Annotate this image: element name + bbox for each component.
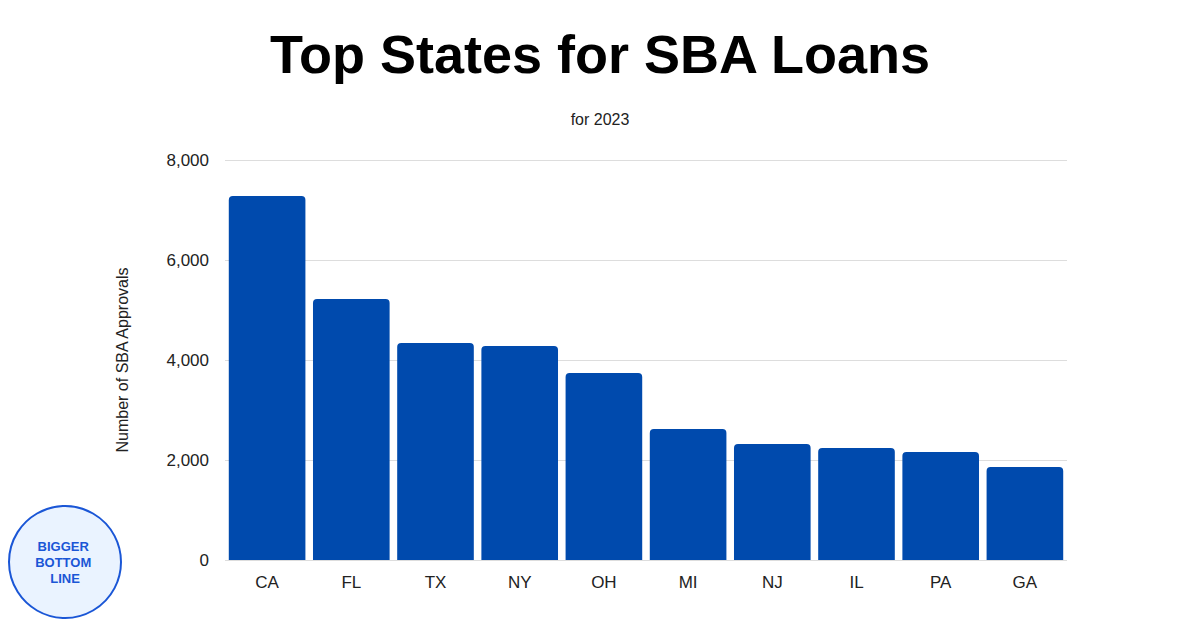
svg-text:IL: IL [849, 573, 863, 592]
svg-text:PA: PA [930, 573, 952, 592]
svg-text:OH: OH [591, 573, 617, 592]
svg-text:TX: TX [425, 573, 447, 592]
svg-text:Top States for SBA Loans: Top States for SBA Loans [270, 24, 930, 84]
svg-text:4,000: 4,000 [166, 351, 209, 370]
svg-text:2,000: 2,000 [166, 451, 209, 470]
svg-text:BOTTOM: BOTTOM [35, 555, 95, 570]
svg-text:LINE: LINE [50, 571, 80, 586]
svg-text:for 2023: for 2023 [571, 111, 630, 128]
svg-text:Number of SBA Approvals: Number of SBA Approvals [114, 268, 131, 453]
svg-text:NY: NY [508, 573, 532, 592]
svg-text:MI: MI [679, 573, 698, 592]
svg-text:6,000: 6,000 [166, 251, 209, 270]
svg-text:8,000: 8,000 [166, 151, 209, 170]
svg-text:0: 0 [200, 551, 209, 570]
svg-text:FL: FL [341, 573, 361, 592]
svg-text:BIGGER: BIGGER [38, 539, 93, 554]
svg-text:NJ: NJ [762, 573, 783, 592]
svg-text:CA: CA [255, 573, 279, 592]
svg-text:GA: GA [1013, 573, 1038, 592]
